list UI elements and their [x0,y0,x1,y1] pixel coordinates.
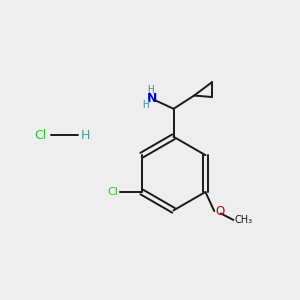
Text: H: H [142,100,149,110]
Text: H: H [148,85,154,94]
Text: N: N [147,92,157,105]
Text: CH₃: CH₃ [235,215,253,225]
Text: H: H [81,129,90,142]
Text: O: O [216,205,225,218]
Text: Cl: Cl [107,187,118,197]
Text: Cl: Cl [35,129,47,142]
